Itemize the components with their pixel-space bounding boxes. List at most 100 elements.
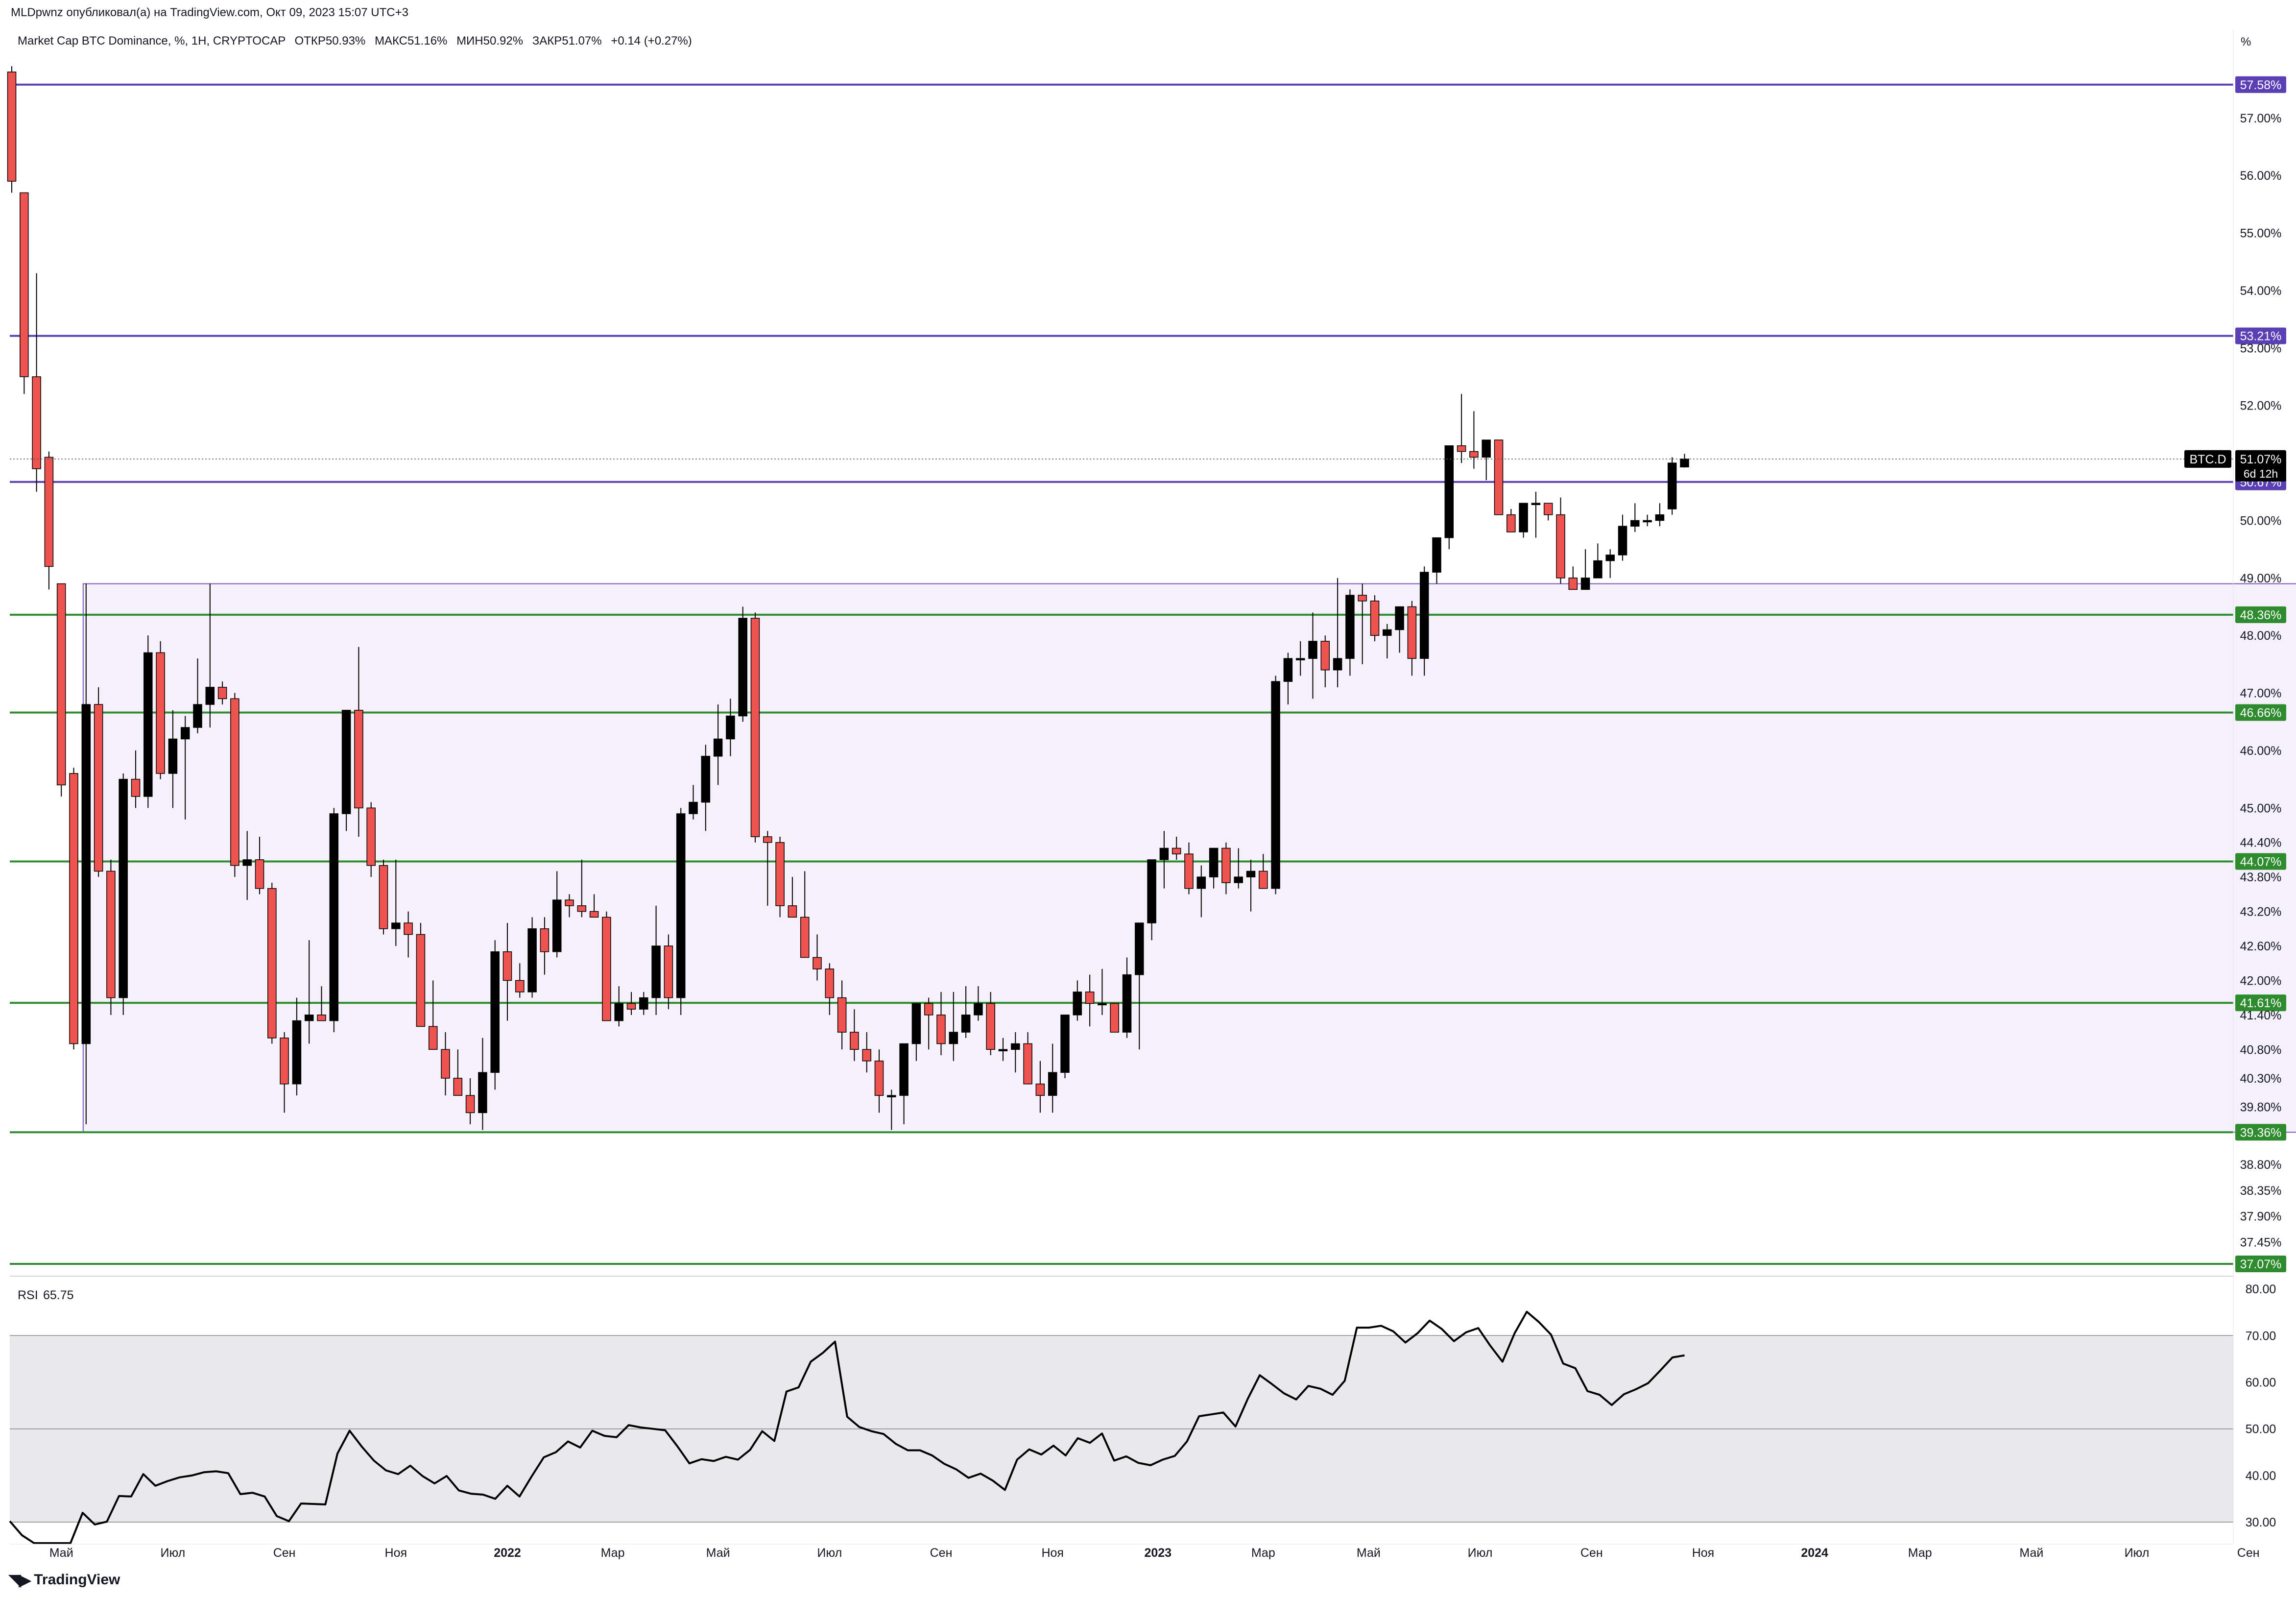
candle[interactable] xyxy=(602,911,611,1021)
candle[interactable] xyxy=(1543,503,1553,521)
candle[interactable] xyxy=(961,986,971,1038)
candle[interactable] xyxy=(1073,980,1082,1021)
candle[interactable] xyxy=(1643,514,1652,527)
candle[interactable] xyxy=(1667,457,1677,515)
candle[interactable] xyxy=(614,986,623,1027)
candle[interactable] xyxy=(1345,589,1355,676)
candle[interactable] xyxy=(651,905,661,1015)
candle[interactable] xyxy=(1320,635,1330,687)
candle[interactable] xyxy=(1494,439,1504,515)
rsi-line[interactable] xyxy=(9,1310,1685,1544)
candle[interactable] xyxy=(1419,566,1429,676)
candle[interactable] xyxy=(1048,1043,1057,1113)
candle[interactable] xyxy=(1060,1015,1070,1078)
candle[interactable] xyxy=(837,980,847,1050)
candle[interactable] xyxy=(874,1049,884,1113)
candle[interactable] xyxy=(825,963,835,1015)
candle[interactable] xyxy=(911,1003,921,1061)
candle[interactable] xyxy=(1358,583,1367,664)
candle[interactable] xyxy=(1444,445,1454,550)
candle[interactable] xyxy=(788,877,797,918)
candle[interactable] xyxy=(1370,595,1380,641)
candle[interactable] xyxy=(1457,394,1466,463)
candle[interactable] xyxy=(1023,1032,1032,1085)
candle[interactable] xyxy=(936,992,946,1055)
candle[interactable] xyxy=(1234,848,1243,889)
candle[interactable] xyxy=(1308,612,1317,699)
candle[interactable] xyxy=(887,1090,896,1130)
candle[interactable] xyxy=(713,704,723,785)
candle[interactable] xyxy=(106,859,116,1015)
candle[interactable] xyxy=(1568,566,1578,590)
candle[interactable] xyxy=(1556,497,1565,584)
candle[interactable] xyxy=(379,859,388,935)
candle[interactable] xyxy=(69,768,78,1050)
candle[interactable] xyxy=(490,940,500,1090)
candle[interactable] xyxy=(366,802,376,877)
candle[interactable] xyxy=(391,859,401,946)
candle[interactable] xyxy=(1655,503,1665,527)
candle[interactable] xyxy=(689,785,698,820)
candle[interactable] xyxy=(81,583,91,1124)
candle[interactable] xyxy=(676,808,686,1015)
candle[interactable] xyxy=(1172,836,1181,860)
symbol-legend[interactable]: Market Cap BTC Dominance, %, 1Н, CRYPTOC… xyxy=(18,34,692,48)
candle[interactable] xyxy=(1011,1032,1020,1073)
candle[interactable] xyxy=(577,859,587,918)
candle[interactable] xyxy=(763,831,772,906)
candle[interactable] xyxy=(1593,543,1602,579)
candle[interactable] xyxy=(701,745,711,831)
candle[interactable] xyxy=(800,871,810,958)
candle[interactable] xyxy=(205,583,215,727)
candle[interactable] xyxy=(354,647,363,837)
candle[interactable] xyxy=(1482,439,1491,481)
candle[interactable] xyxy=(478,1038,487,1130)
candle[interactable] xyxy=(540,917,550,975)
candle[interactable] xyxy=(862,1032,871,1073)
candle[interactable] xyxy=(217,681,227,705)
candle[interactable] xyxy=(1680,454,1689,468)
candle[interactable] xyxy=(453,1049,463,1096)
candle[interactable] xyxy=(329,808,339,1033)
candle[interactable] xyxy=(1135,922,1144,1050)
candle[interactable] xyxy=(230,693,239,877)
candle[interactable] xyxy=(280,1032,289,1113)
candle[interactable] xyxy=(639,992,648,1015)
candle[interactable] xyxy=(1085,974,1095,1027)
candle[interactable] xyxy=(404,911,413,958)
candle[interactable] xyxy=(1184,842,1194,895)
candle[interactable] xyxy=(949,992,958,1061)
candle[interactable] xyxy=(1519,503,1528,538)
candle[interactable] xyxy=(1110,1003,1119,1033)
candle[interactable] xyxy=(502,923,512,1021)
candle[interactable] xyxy=(1246,859,1256,912)
candle[interactable] xyxy=(44,451,54,590)
candle[interactable] xyxy=(1333,578,1342,687)
candle[interactable] xyxy=(1209,847,1219,889)
tradingview-brand[interactable]: ◥▶ TradingView xyxy=(9,1571,120,1589)
candle[interactable] xyxy=(664,934,673,1010)
candle[interactable] xyxy=(986,992,995,1055)
candle[interactable] xyxy=(94,687,103,877)
candle[interactable] xyxy=(1221,842,1231,895)
candle[interactable] xyxy=(726,699,735,756)
candle[interactable] xyxy=(552,871,562,958)
candle[interactable] xyxy=(899,1043,909,1124)
candle[interactable] xyxy=(131,750,141,808)
candle[interactable] xyxy=(1605,549,1615,578)
candle[interactable] xyxy=(119,773,128,1015)
candle[interactable] xyxy=(515,963,525,998)
candle[interactable] xyxy=(20,192,29,394)
candle[interactable] xyxy=(1098,968,1107,1015)
candle[interactable] xyxy=(813,934,822,981)
candle[interactable] xyxy=(750,612,760,843)
candle[interactable] xyxy=(1618,514,1627,561)
candle[interactable] xyxy=(428,980,438,1050)
candle[interactable] xyxy=(527,917,537,998)
candle[interactable] xyxy=(441,1032,450,1096)
candle[interactable] xyxy=(974,986,983,1021)
candle[interactable] xyxy=(1469,411,1479,469)
candle[interactable] xyxy=(1507,508,1516,533)
candle[interactable] xyxy=(1283,653,1293,705)
candle[interactable] xyxy=(1531,491,1541,538)
